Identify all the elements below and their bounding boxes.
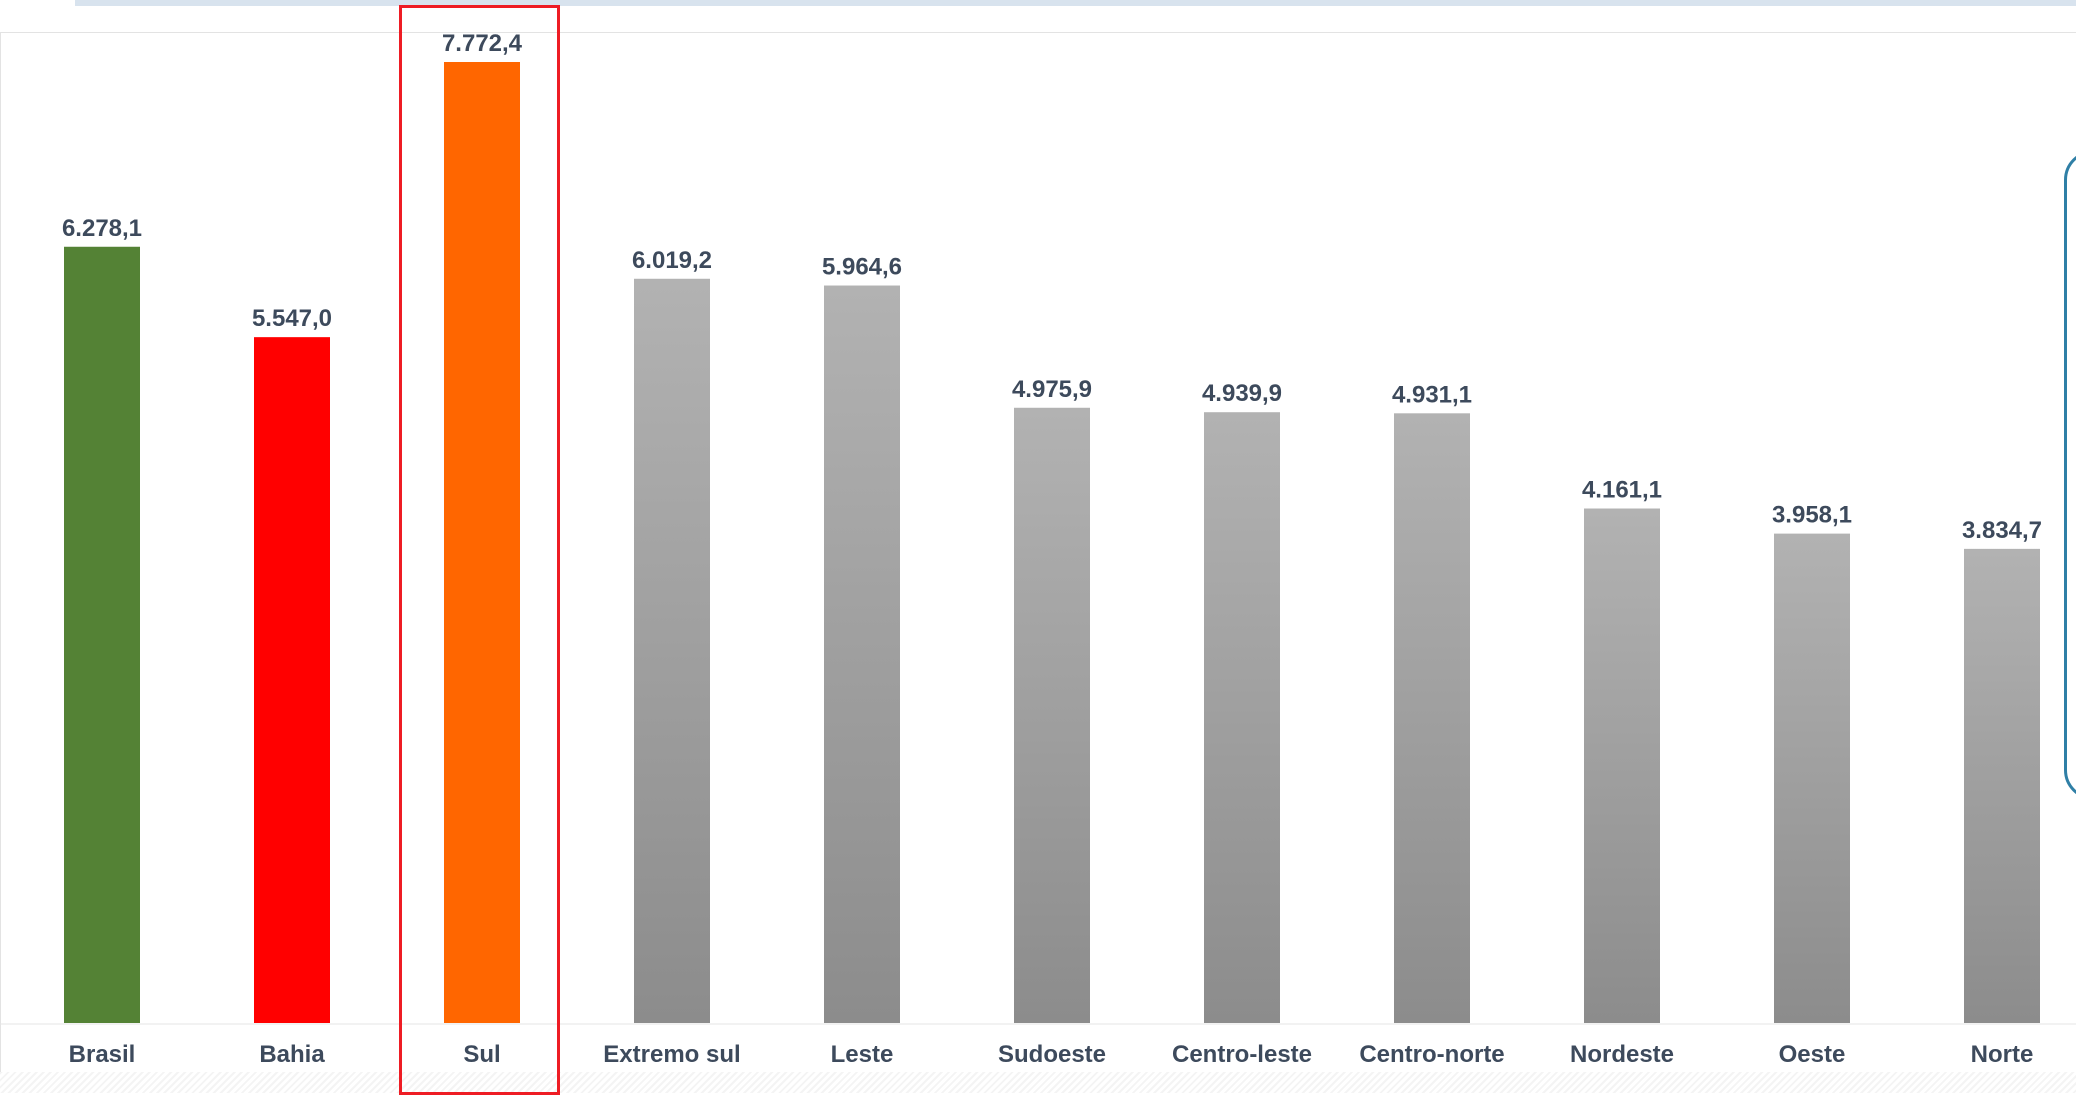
bar-centro-leste: [1204, 412, 1280, 1023]
category-label-sul: Sul: [463, 1041, 500, 1068]
bar-sul: [444, 62, 520, 1023]
highlight-frame-sul: [399, 5, 560, 1095]
category-label-leste: Leste: [831, 1041, 894, 1068]
bar-oeste: [1774, 533, 1850, 1023]
callout-box: [2064, 150, 2076, 800]
value-label-nordeste: 4.161,1: [1582, 477, 1662, 504]
value-label-leste: 5.964,6: [822, 254, 902, 281]
category-label-nordeste: Nordeste: [1570, 1041, 1674, 1068]
category-label-brasil: Brasil: [69, 1041, 136, 1068]
bar-norte: [1964, 548, 2040, 1023]
bar-sudoeste: [1014, 407, 1090, 1024]
category-label-centro-norte: Centro-norte: [1359, 1041, 1504, 1068]
bar-brasil: [64, 246, 140, 1024]
bar-extremo-sul: [634, 278, 710, 1023]
value-label-brasil: 6.278,1: [62, 215, 142, 242]
category-label-extremo-sul: Extremo sul: [603, 1041, 740, 1068]
category-label-centro-leste: Centro-leste: [1172, 1041, 1312, 1068]
category-label-oeste: Oeste: [1779, 1041, 1846, 1068]
bottom-hatch: [0, 1072, 2076, 1093]
bar-leste: [824, 285, 900, 1024]
value-label-sul: 7.772,4: [442, 30, 523, 57]
value-label-centro-leste: 4.939,9: [1202, 380, 1282, 407]
bar-nordeste: [1584, 508, 1660, 1024]
category-label-bahia: Bahia: [259, 1041, 325, 1068]
value-label-sudoeste: 4.975,9: [1012, 376, 1092, 403]
value-label-bahia: 5.547,0: [252, 305, 332, 332]
value-label-centro-norte: 4.931,1: [1392, 381, 1472, 408]
value-label-extremo-sul: 6.019,2: [632, 247, 712, 274]
value-label-norte: 3.834,7: [1962, 517, 2042, 544]
category-label-sudoeste: Sudoeste: [998, 1041, 1106, 1068]
top-strip: [75, 0, 2076, 6]
bar-centro-norte: [1394, 413, 1470, 1024]
plot-frame: [0, 32, 2076, 1072]
bar-bahia: [254, 337, 330, 1024]
category-label-norte: Norte: [1971, 1041, 2034, 1068]
value-label-oeste: 3.958,1: [1772, 502, 1852, 529]
